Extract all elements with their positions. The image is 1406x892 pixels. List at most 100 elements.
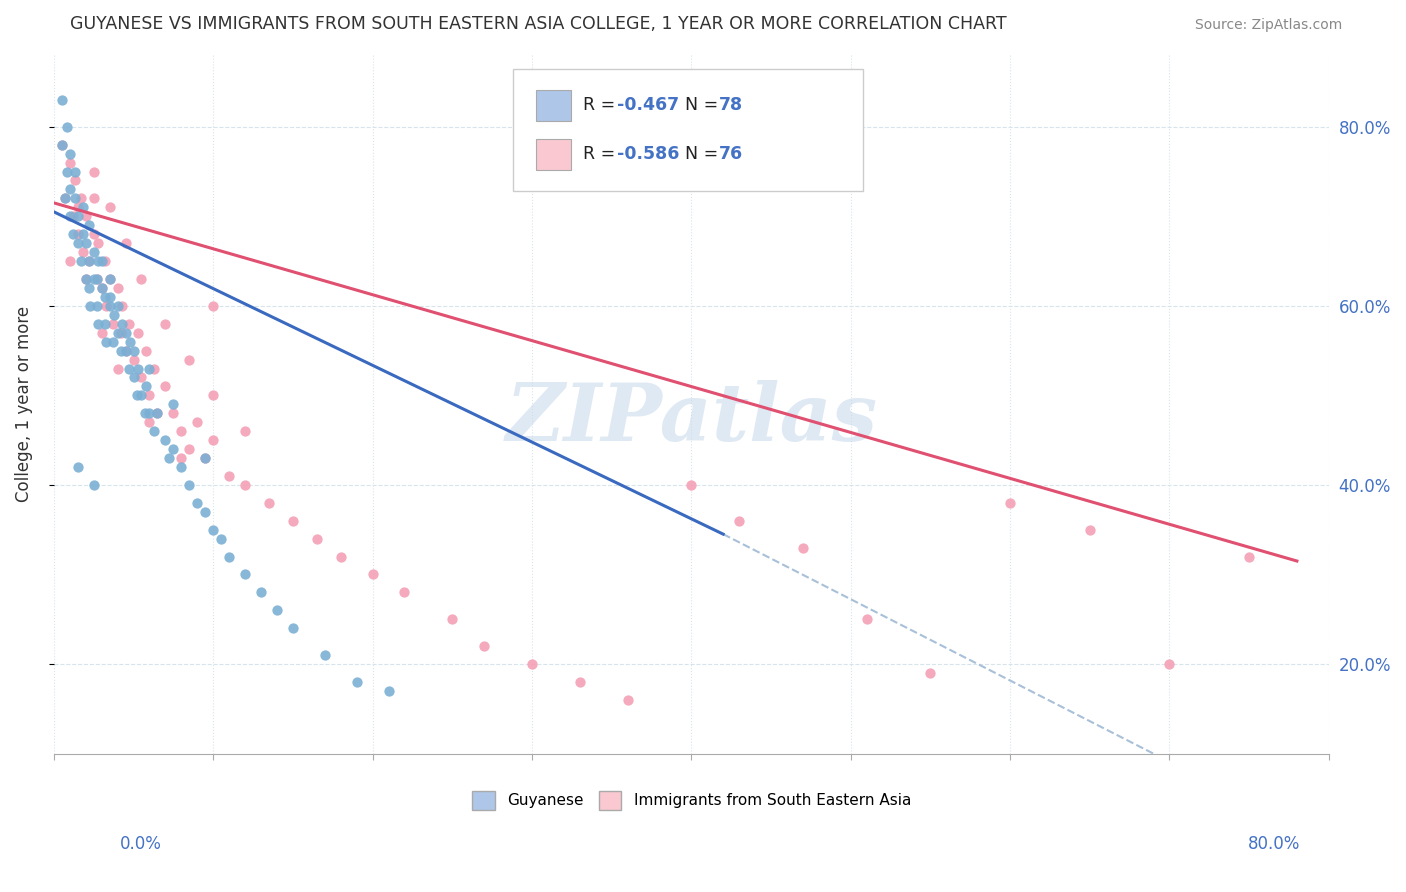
Point [120,334,142,349]
Point [103,308,125,322]
Point [122,343,145,358]
Point [329,549,352,564]
Point [233,424,256,438]
Point [162,397,184,411]
Point [59,182,82,196]
Point [135,379,157,393]
Point [143,424,166,438]
Point [138,388,160,402]
Point [90,281,112,295]
Point [98,272,121,286]
Text: 0.0%: 0.0% [120,835,162,853]
Point [77,219,100,233]
Point [83,164,105,178]
Point [114,343,136,358]
Point [179,478,201,492]
Point [94,317,117,331]
Point [146,406,169,420]
Point [62,227,84,242]
Point [138,415,160,429]
Point [377,683,399,698]
Point [218,549,240,564]
Point [53,191,76,205]
Point [138,406,160,420]
Point [107,326,129,340]
Point [681,478,703,492]
Point [90,281,112,295]
Point [266,603,288,617]
Point [72,200,94,214]
Point [170,460,193,475]
Point [131,370,153,384]
Point [86,272,108,286]
Point [59,155,82,169]
Point [114,326,136,340]
Point [66,209,89,223]
Point [83,272,105,286]
Point [179,442,201,456]
Point [202,523,225,537]
Point [96,299,118,313]
Point [96,334,118,349]
Point [202,388,225,402]
Point [51,137,73,152]
Point [101,334,124,349]
Point [87,254,110,268]
Point [162,442,184,456]
Point [77,281,100,295]
Point [998,496,1021,510]
Point [55,164,77,178]
Text: R =: R = [583,145,620,163]
Point [90,254,112,268]
Point [131,272,153,286]
Point [72,227,94,242]
Point [59,254,82,268]
Point [616,693,638,707]
Point [1159,657,1181,671]
Point [394,585,416,599]
Point [107,299,129,313]
Point [98,272,121,286]
Point [70,254,93,268]
Text: ZIPatlas: ZIPatlas [505,379,877,457]
Text: -0.586: -0.586 [617,145,679,163]
Point [114,236,136,251]
Point [86,272,108,286]
Point [70,191,93,205]
Point [127,326,149,340]
Point [83,227,105,242]
Point [94,254,117,268]
Point [51,137,73,152]
Point [75,272,97,286]
Point [194,505,217,519]
Point [1078,523,1101,537]
Point [75,236,97,251]
Point [281,621,304,635]
Point [250,585,273,599]
Point [186,496,208,510]
Text: R =: R = [583,96,620,114]
Point [98,299,121,313]
Point [568,674,591,689]
Legend: Guyanese, Immigrants from South Eastern Asia: Guyanese, Immigrants from South Eastern … [465,785,917,815]
Point [441,612,464,626]
Point [101,317,124,331]
Point [83,191,105,205]
Point [134,406,156,420]
Point [186,415,208,429]
Point [170,451,193,466]
Point [138,361,160,376]
Point [118,317,141,331]
Point [305,532,328,546]
Point [77,254,100,268]
Text: N =: N = [685,96,724,114]
Point [155,317,177,331]
Point [55,120,77,134]
FancyBboxPatch shape [536,90,571,121]
Point [122,352,145,367]
Point [59,209,82,223]
Point [472,639,495,653]
Point [257,496,280,510]
Point [155,379,177,393]
Point [87,317,110,331]
